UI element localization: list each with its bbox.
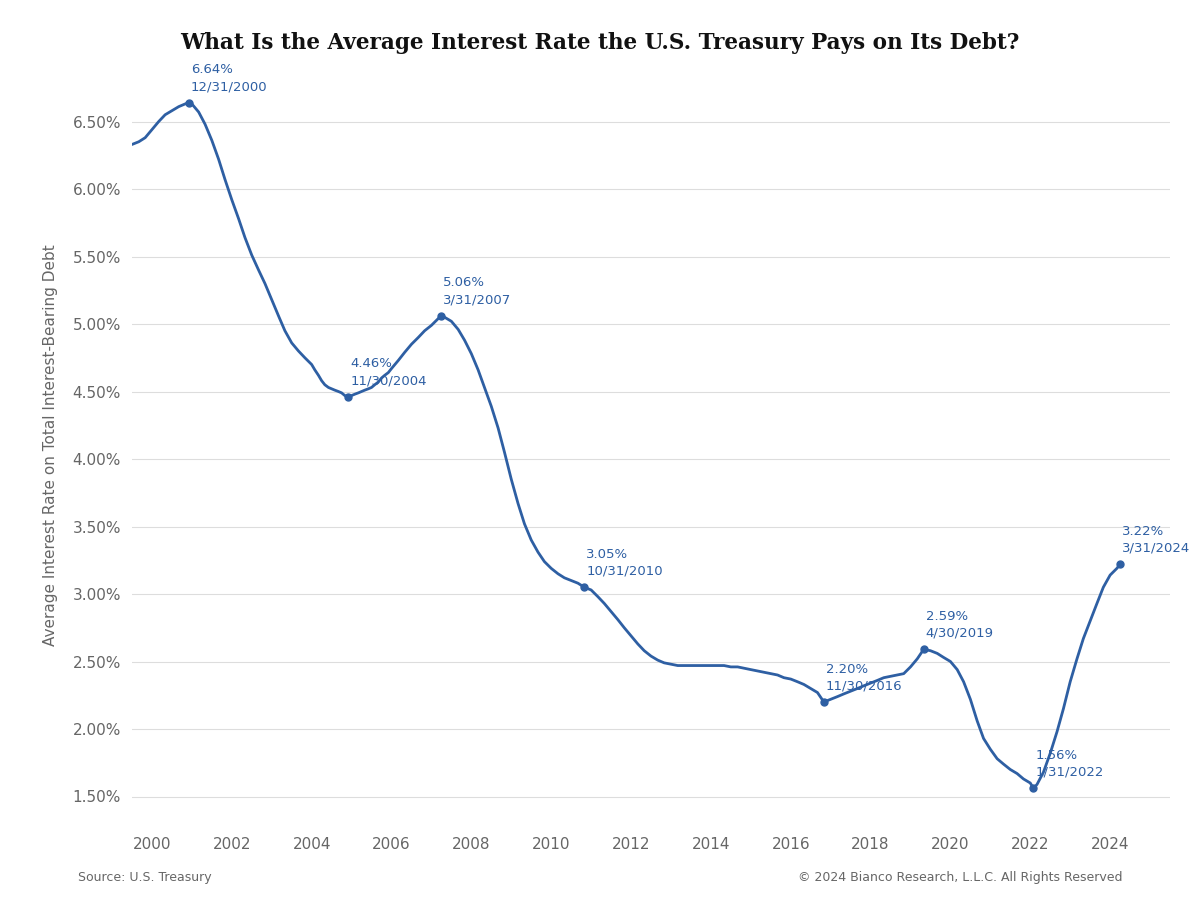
Text: Source: U.S. Treasury: Source: U.S. Treasury: [78, 871, 211, 884]
Text: 6.64%
12/31/2000: 6.64% 12/31/2000: [191, 63, 268, 94]
Text: 1.56%
1/31/2022: 1.56% 1/31/2022: [1036, 749, 1104, 779]
Text: © 2024 Bianco Research, L.L.C. All Rights Reserved: © 2024 Bianco Research, L.L.C. All Right…: [798, 871, 1122, 884]
Text: 4.46%
11/30/2004: 4.46% 11/30/2004: [350, 357, 427, 388]
Text: 2.59%
4/30/2019: 2.59% 4/30/2019: [925, 610, 994, 640]
Text: 2.20%
11/30/2016: 2.20% 11/30/2016: [826, 662, 902, 693]
Text: 3.05%
10/31/2010: 3.05% 10/31/2010: [587, 548, 662, 578]
Text: What Is the Average Interest Rate the U.S. Treasury Pays on Its Debt?: What Is the Average Interest Rate the U.…: [180, 32, 1020, 53]
Y-axis label: Average Interest Rate on Total Interest-Bearing Debt: Average Interest Rate on Total Interest-…: [43, 245, 59, 646]
Text: 5.06%
3/31/2007: 5.06% 3/31/2007: [443, 276, 511, 307]
Text: 3.22%
3/31/2024: 3.22% 3/31/2024: [1122, 525, 1190, 554]
